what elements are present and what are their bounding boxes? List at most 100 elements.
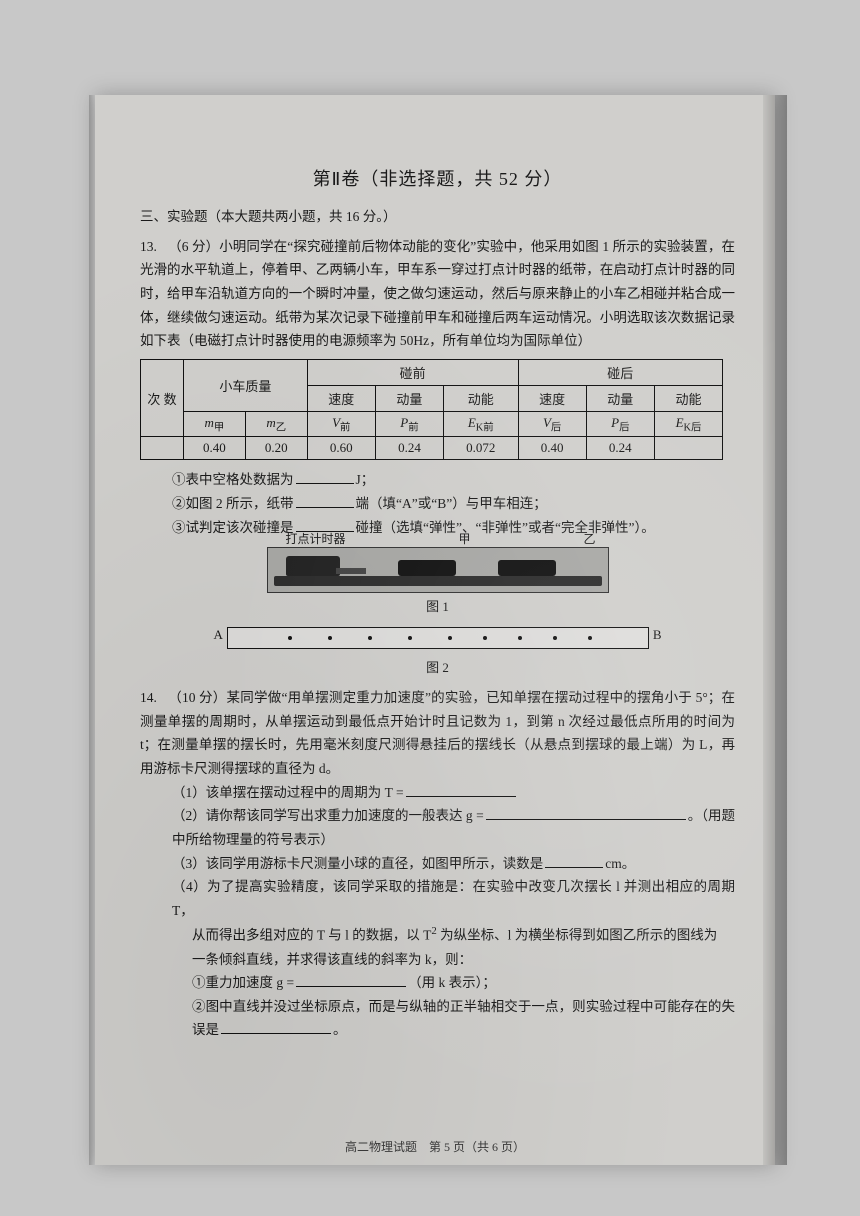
q14-number: 14. [140,686,168,710]
blank [486,807,686,820]
text: J； [356,472,375,487]
cell [141,437,184,460]
text: ①重力加速度 g = [192,975,294,990]
cell: 0.40 [184,437,246,460]
text: 端（填“A”或“B”）与甲车相连； [356,496,547,511]
text: 。 [333,1022,347,1037]
text: ①表中空格处数据为 [172,472,294,487]
cart-icon [398,560,456,576]
text: （4）为了提高实验精度，该同学采取的措施是：在实验中改变几次摆长 l 并测出相应… [172,879,735,918]
fig1-caption: 图 1 [140,596,735,615]
part-title: 第Ⅱ卷（非选择题，共 52 分） [140,165,735,191]
q14-points: （10 分） [168,690,227,705]
label-end-b: B [653,627,662,643]
cell: 动量 [375,385,443,411]
text: cm。 [605,856,635,871]
blank [296,495,354,508]
cell: 动能 [444,385,518,411]
q14-sub4b: 从而得出多组对应的 T 与 l 的数据，以 T2 为纵坐标、l 为横坐标得到如图… [140,922,735,947]
text: （1）该单摆在摆动过程中的周期为 T = [172,785,404,800]
tape-end-labels: A B [214,627,662,643]
text: 一条倾斜直线，并求得该直线的斜率为 k，则： [192,952,472,967]
q14-body: 某同学做“用单摆测定重力加速度”的实验，已知单摆在摆动过程中的摆角小于 5°；在… [140,690,735,776]
text: （用 k 表示）； [408,975,496,990]
tape-dot-icon [588,636,592,640]
timer-icon [286,556,340,576]
cell: V前 [307,411,375,437]
cart-icon [498,560,556,576]
tape-dot-icon [553,636,557,640]
q14-sub1: （1）该单摆在摆动过程中的周期为 T = [140,781,735,805]
label-cart-b: 乙 [583,530,595,547]
cell: 0.24 [375,437,443,460]
paper-sheet: 第Ⅱ卷（非选择题，共 52 分） 三、实验题（本大题共两小题，共 16 分。） … [95,95,775,1165]
q14: 14.（10 分）某同学做“用单摆测定重力加速度”的实验，已知单摆在摆动过程中的… [140,686,735,781]
fig1-track: 打点计时器 甲 乙 [267,547,609,593]
cell: 0.072 [444,437,518,460]
cell: EK后 [654,411,722,437]
q14-sub2: （2）请你帮该同学写出求重力加速度的一般表达 g =。（用题中所给物理量的符号表… [140,804,735,851]
q14-sub4d: 一条倾斜直线，并求得该直线的斜率为 k，则： [140,948,735,972]
cell: 动量 [586,385,654,411]
tape-dot-icon [288,636,292,640]
rail-icon [274,576,602,586]
cell-after: 碰后 [518,359,723,385]
fig2-tape: A B [227,627,649,649]
cell: EK前 [444,411,518,437]
cell-before: 碰前 [307,359,518,385]
blank [406,784,516,797]
section-heading: 三、实验题（本大题共两小题，共 16 分。） [140,205,735,229]
text: （2）请你帮该同学写出求重力加速度的一般表达 g = [172,808,484,823]
label-cart-a: 甲 [458,530,470,547]
blank [545,854,603,867]
cell-trials: 次 数 [141,359,184,437]
figure-2: A B 图 2 [140,623,735,676]
label-timer: 打点计时器 [286,530,346,547]
tape-dot-icon [518,636,522,640]
q13-sub2: ②如图 2 所示，纸带 端（填“A”或“B”）与甲车相连； [140,492,735,516]
tape-dot-icon [448,636,452,640]
tape-dot-icon [408,636,412,640]
cell: 0.20 [245,437,307,460]
tape-dot-icon [368,636,372,640]
q14-sub4f: ②图中直线并没过坐标原点，而是与纵轴的正半轴相交于一点，则实验过程中可能存在的失… [140,995,735,1042]
cell: P前 [375,411,443,437]
q13-table: 次 数 小车质量 碰前 碰后 速度 动量 动能 速度 动量 动能 m甲 m乙 V… [140,359,723,461]
q13-sub1: ①表中空格处数据为 J； [140,468,735,492]
tape-dot-icon [328,636,332,640]
label-end-a: A [214,627,223,643]
text: 为纵坐标、l 为横坐标得到如图乙所示的图线为 [437,928,718,943]
canvas: 第Ⅱ卷（非选择题，共 52 分） 三、实验题（本大题共两小题，共 16 分。） … [0,0,860,1216]
cell: 速度 [518,385,586,411]
cell-mass-header: 小车质量 [184,359,308,411]
q13-points: （6 分） [168,239,219,254]
figure-1: 打点计时器 甲 乙 图 1 [140,547,735,615]
cell: 动能 [654,385,722,411]
q13: 13.（6 分）小明同学在“探究碰撞前后物体动能的变化”实验中，他采用如图 1 … [140,235,735,353]
text: ②如图 2 所示，纸带 [172,496,294,511]
q14-sub4e: ①重力加速度 g = （用 k 表示）； [140,971,735,995]
tape-dot-icon [483,636,487,640]
fig1-labels: 打点计时器 甲 乙 [268,530,608,547]
blank [296,974,406,987]
fig2-caption: 图 2 [140,657,735,676]
text: （3）该同学用游标卡尺测量小球的直径，如图甲所示，读数是 [172,856,543,871]
cell: 0.40 [518,437,586,460]
cell: m乙 [245,411,307,437]
cell: P后 [586,411,654,437]
cell: 速度 [307,385,375,411]
cell: m甲 [184,411,246,437]
cell: V后 [518,411,586,437]
blank [296,471,354,484]
q14-sub3: （3）该同学用游标卡尺测量小球的直径，如图甲所示，读数是 cm。 [140,852,735,876]
q13-number: 13. [140,235,168,259]
cell: 0.60 [307,437,375,460]
cell: 0.24 [586,437,654,460]
table-row: m甲 m乙 V前 P前 EK前 V后 P后 EK后 [141,411,723,437]
q14-sub4a: （4）为了提高实验精度，该同学采取的措施是：在实验中改变几次摆长 l 并测出相应… [140,875,735,922]
table-row: 次 数 小车质量 碰前 碰后 [141,359,723,385]
blank [221,1021,331,1034]
q13-body: 小明同学在“探究碰撞前后物体动能的变化”实验中，他采用如图 1 所示的实验装置，… [140,239,735,349]
cell-missing [654,437,722,460]
table-row: 0.40 0.20 0.60 0.24 0.072 0.40 0.24 [141,437,723,460]
